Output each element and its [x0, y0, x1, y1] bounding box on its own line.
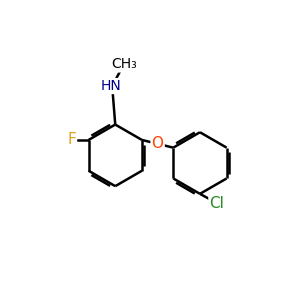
Text: HN: HN	[100, 79, 121, 93]
Text: CH₃: CH₃	[111, 58, 136, 71]
Text: Cl: Cl	[209, 196, 224, 211]
Text: O: O	[152, 136, 164, 151]
Text: F: F	[67, 132, 76, 147]
